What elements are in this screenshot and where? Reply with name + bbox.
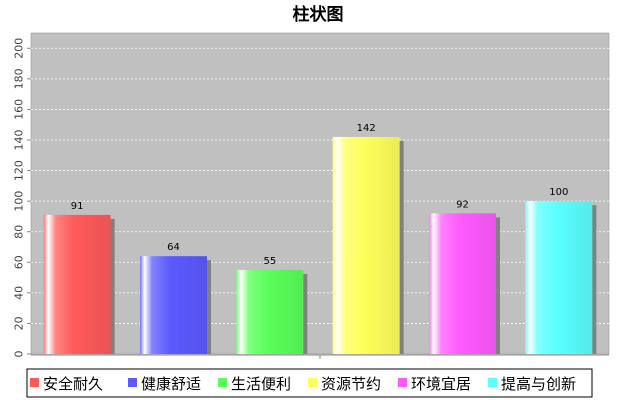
data-label: 142	[357, 123, 376, 134]
data-label: 100	[549, 187, 568, 198]
legend-label: 资源节约	[321, 375, 381, 393]
y-tick-label: 140	[13, 130, 26, 151]
data-label: 64	[167, 242, 180, 253]
y-tick-label: 160	[13, 99, 26, 120]
legend-label: 生活便利	[231, 375, 291, 393]
bar-2	[140, 256, 207, 354]
legend-label: 提高与创新	[501, 375, 576, 393]
legend-label: 环境宜居	[411, 375, 471, 393]
legend: 安全耐久 健康舒适 生活便利 资源节约 环境宜居 提高与创新	[26, 368, 593, 398]
y-tick-label: 20	[13, 316, 26, 330]
legend-swatch	[398, 378, 407, 387]
bar-3	[236, 269, 304, 354]
y-tick-label: 120	[13, 160, 26, 181]
y-tick-label: 200	[13, 38, 26, 59]
bar-1	[43, 214, 111, 354]
chart-title: 柱状图	[293, 4, 344, 25]
bar-4	[332, 136, 400, 354]
legend-swatch	[488, 378, 497, 387]
data-labels: 91 64 55 142 92 100	[71, 123, 569, 267]
y-tick-label: 0	[13, 351, 26, 358]
grid-lines	[31, 47, 609, 324]
data-label: 91	[71, 201, 84, 212]
axes: 0 20 40 60 80 100 120 140 160 180 200	[13, 38, 609, 359]
bars	[43, 136, 597, 354]
data-label: 55	[263, 256, 276, 267]
y-tick-label: 100	[13, 191, 26, 212]
data-label: 92	[456, 199, 469, 210]
bar-5	[429, 213, 496, 354]
bar-6	[525, 201, 593, 354]
y-tick-label: 180	[13, 68, 26, 89]
y-tick-label: 60	[13, 255, 26, 269]
y-tick-label: 80	[13, 225, 26, 239]
legend-label: 健康舒适	[141, 375, 201, 393]
legend-swatch	[30, 378, 39, 387]
plot-area	[30, 32, 610, 355]
y-tick-label: 40	[13, 286, 26, 300]
legend-swatch	[128, 378, 137, 387]
legend-swatch	[308, 378, 317, 387]
legend-label: 安全耐久	[43, 375, 103, 393]
legend-swatch	[218, 378, 227, 387]
